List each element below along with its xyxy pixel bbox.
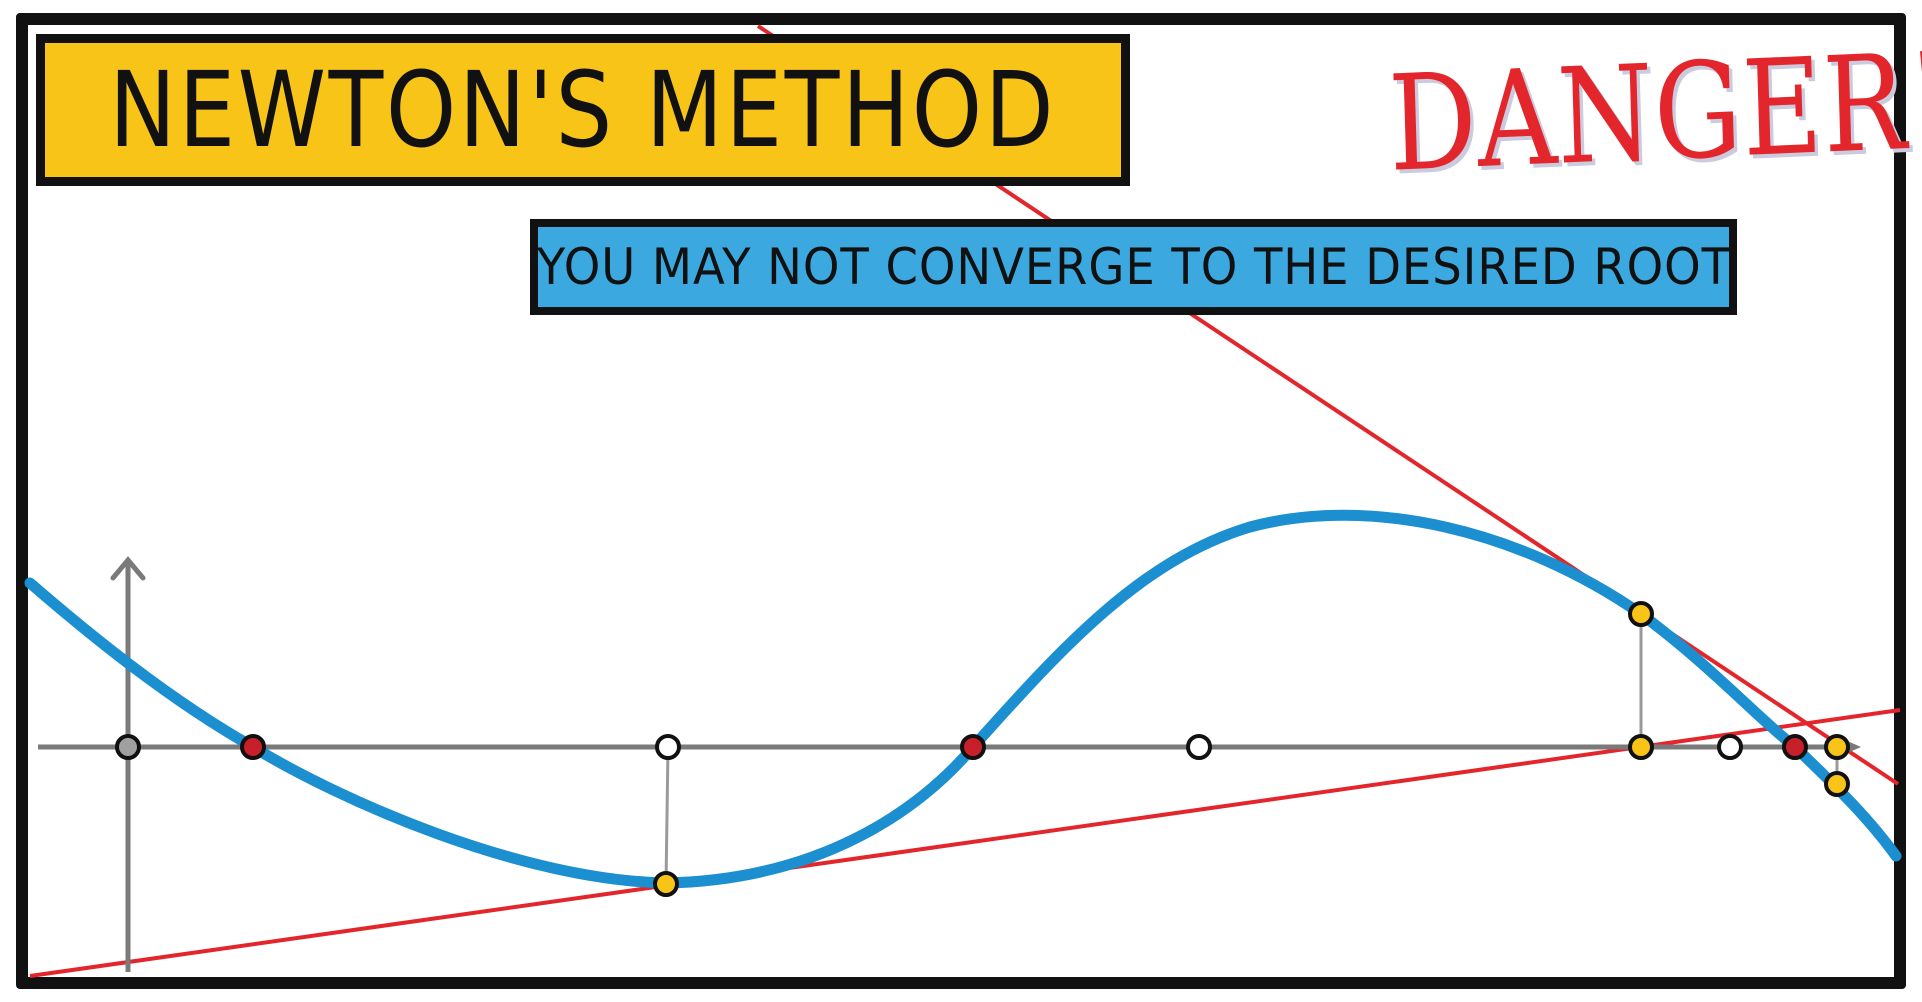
iterate-point-4 xyxy=(1824,734,1850,760)
subtitle-text: YOU MAY NOT CONVERGE TO THE DESIRED ROOT xyxy=(536,238,1731,296)
root-point-2 xyxy=(960,734,986,760)
iterate-point-3 xyxy=(1628,734,1654,760)
arrow-up-icon xyxy=(110,556,146,581)
start-point-2 xyxy=(1186,734,1212,760)
subtitle-banner: YOU MAY NOT CONVERGE TO THE DESIRED ROOT xyxy=(530,219,1737,315)
title-banner: NEWTON'S METHOD xyxy=(36,34,1130,186)
root-point-3 xyxy=(1782,734,1808,760)
root-point-1 xyxy=(240,734,266,760)
iterate-point-2 xyxy=(1628,601,1654,627)
projection-line-1 xyxy=(664,746,670,885)
function-curve xyxy=(24,509,1902,889)
shallow-tangent-line xyxy=(29,708,1901,978)
origin-point xyxy=(115,734,141,760)
danger-warning: DANGER! xyxy=(1386,24,1922,202)
start-point-1 xyxy=(655,734,681,760)
iterate-point-5 xyxy=(1824,771,1850,797)
iterate-point-1 xyxy=(653,871,679,897)
start-point-3 xyxy=(1717,734,1743,760)
page-title: NEWTON'S METHOD xyxy=(109,49,1057,171)
